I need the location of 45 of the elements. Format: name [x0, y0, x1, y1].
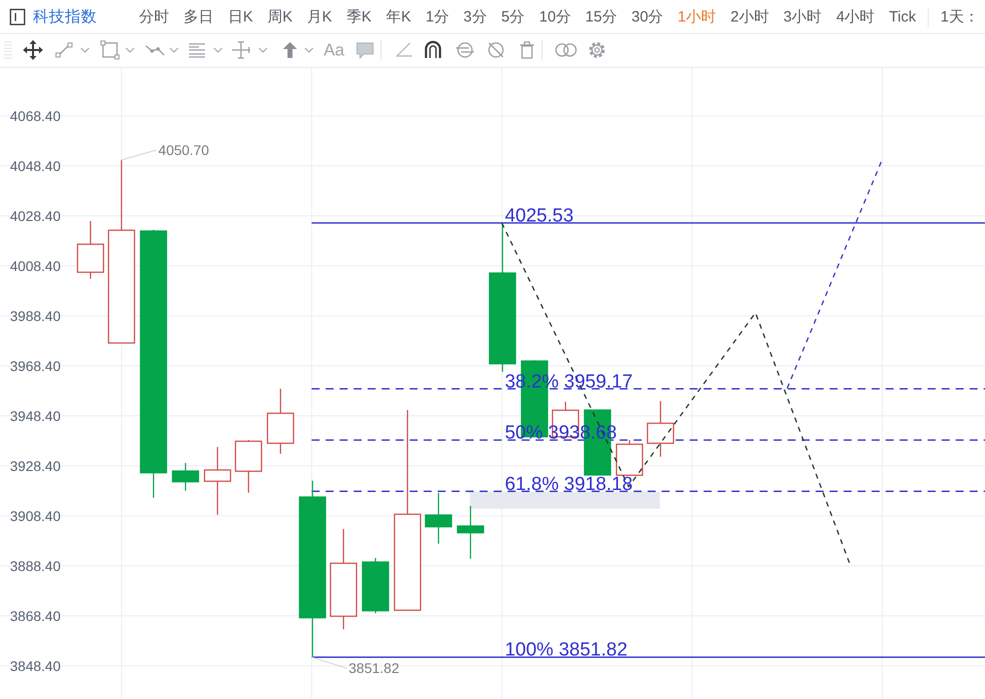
- text: 1分: [426, 8, 449, 26]
- y-tick-label: 3928.40: [10, 458, 61, 474]
- candlestick: [424, 492, 452, 544]
- y-tick-label: 3848.40: [10, 658, 61, 674]
- candlestick: [646, 400, 674, 458]
- candlestick: [298, 480, 326, 658]
- y-tick-label: 3908.40: [10, 508, 61, 524]
- annotation: 4050.70: [158, 142, 210, 158]
- y-tick-label: 4048.40: [10, 158, 61, 174]
- ref-line-label: 61.8% 3918.18: [504, 474, 633, 495]
- text: 3分: [463, 8, 487, 26]
- y-tick-label: 4068.40: [10, 108, 61, 124]
- text: Tick: [889, 8, 916, 26]
- y-tick-label: 3968.40: [10, 358, 61, 374]
- y-tick-label: 4008.40: [10, 258, 61, 274]
- candlestick: [330, 528, 358, 630]
- chart-title: 科技指数: [33, 8, 97, 26]
- ref-line-label: 4025.53: [504, 205, 574, 226]
- text: 分时: [139, 8, 169, 26]
- text: 3小时: [783, 8, 822, 26]
- text: Aa: [324, 40, 345, 60]
- text: 季K: [346, 8, 372, 26]
- y-tick-label: 3948.40: [10, 408, 61, 424]
- y-tick-label: 3988.40: [10, 308, 61, 324]
- candlestick: [456, 505, 484, 560]
- text: 30分: [631, 8, 664, 26]
- candlestick: [204, 446, 232, 516]
- ref-line-label: 100% 3851.82: [504, 640, 628, 661]
- text: 1小时: [678, 8, 716, 26]
- y-tick-label: 4028.40: [10, 208, 61, 224]
- candlestick: [266, 388, 294, 454]
- text: 月K: [307, 8, 332, 26]
- text: 年K: [386, 8, 412, 26]
- text: 5分: [501, 8, 525, 26]
- text: 周K: [268, 8, 293, 26]
- text: 4小时: [836, 8, 875, 26]
- text: 日K: [228, 8, 254, 26]
- text: 多日: [184, 8, 214, 26]
- annotation: 3851.82: [348, 660, 400, 676]
- y-tick-label: 3868.40: [10, 608, 61, 624]
- text: 10分: [539, 8, 571, 26]
- text: 2小时: [730, 8, 769, 26]
- y-tick-label: 3888.40: [10, 558, 61, 574]
- text: 1天：: [940, 8, 979, 26]
- text: 15分: [585, 8, 617, 26]
